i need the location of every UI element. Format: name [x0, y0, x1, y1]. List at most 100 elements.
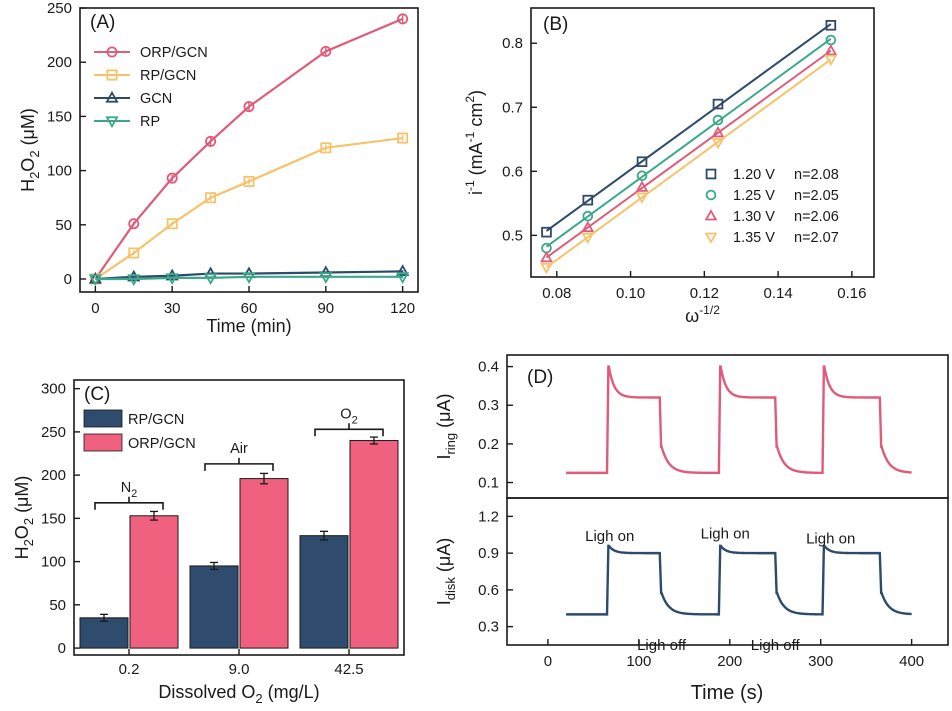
data-point-RP/GCN [243, 175, 255, 187]
panel-b-frame [530, 7, 875, 278]
data-point-1.20 V [636, 156, 648, 168]
legend-marker [705, 168, 717, 180]
data-point-GCN [396, 264, 410, 276]
x-tick-label: 200 [717, 653, 742, 670]
data-point-ORP/GCN [397, 13, 409, 25]
x-tick-label: 0.2 [119, 661, 140, 678]
x-tick-label: 42.5 [334, 661, 363, 678]
x-axis-label: ω-1/2 [685, 303, 720, 326]
data-point-1.35 V [711, 138, 725, 150]
x-axis-label: Time (min) [206, 316, 291, 336]
panel-d-frame-I_ring [506, 354, 949, 499]
legend-label: ORP/GCN [140, 45, 208, 61]
data-point-RP [319, 272, 333, 284]
y-tick-label: 0.3 [478, 619, 499, 636]
legend-label: 1.30 V [733, 209, 775, 225]
panel-label: (A) [90, 12, 115, 33]
data-point-1.25 V [712, 114, 724, 126]
legend-label: 1.35 V [733, 230, 775, 246]
bar-ORP/GCN [239, 478, 289, 649]
y-tick-label: 200 [41, 467, 66, 484]
legend-n-value: n=2.06 [794, 209, 839, 225]
y-tick-label: 0.6 [502, 163, 523, 180]
data-point-RP [88, 274, 102, 287]
y-tick-label: 0.1 [478, 475, 499, 492]
y-axis-label: H2O2 (μM) [18, 108, 42, 192]
significance-bracket [314, 423, 384, 437]
y-tick-label: 50 [49, 597, 66, 614]
x-tick-label: 90 [317, 300, 334, 317]
light-annotation: Ligh off [751, 637, 801, 654]
panel-a-frame [79, 7, 419, 293]
data-point-ORP/GCN [205, 135, 217, 147]
legend-n-value: n=2.05 [794, 188, 839, 204]
panel-b: 0.08 0.10 0.12 0.14 0.16 0.5 0.6 0.7 0.8 ω-1/2 i-1… [463, 7, 875, 326]
data-point-RP [203, 273, 218, 286]
x-tick-label: 120 [390, 300, 415, 317]
x-tick-label: 0 [544, 653, 552, 670]
data-point-1.35 V [540, 262, 553, 275]
bar-RP/GCN [189, 565, 239, 649]
y-axis-label: H2O2 (μM) [12, 476, 36, 560]
legend-label: RP [140, 114, 160, 130]
legend-label: 1.20 V [733, 167, 775, 183]
x-tick-label: 0.12 [690, 285, 719, 302]
data-point-ORP/GCN [243, 101, 255, 113]
y-tick-label: 0.9 [478, 545, 499, 562]
data-point-1.30 V [581, 220, 595, 233]
x-tick-label: 30 [164, 300, 181, 317]
y-tick-label: 1.2 [478, 508, 499, 525]
legend-n-value: n=2.07 [794, 230, 839, 246]
x-tick-label: 100 [626, 653, 651, 670]
light-annotation: Ligh off [637, 637, 687, 654]
legend-n-value: n=2.08 [794, 167, 839, 183]
legend-label: 1.25 V [733, 188, 775, 204]
light-annotation: Ligh on [701, 526, 750, 543]
y-tick-label: 0 [58, 640, 66, 657]
light-annotation: Ligh on [806, 530, 855, 547]
data-point-1.20 V [825, 19, 837, 31]
data-point-RP/GCN [128, 247, 140, 259]
data-point-RP/GCN [320, 142, 332, 154]
legend-swatch [83, 433, 123, 452]
data-point-1.30 V [540, 250, 553, 263]
bar-RP/GCN [299, 535, 349, 649]
panel-a: 0 30 60 90 120 0 50 100 150 200 250 Time (min) H2O2 … [18, 0, 419, 336]
y-tick-label: 250 [47, 0, 72, 17]
legend-label: ORP/GCN [128, 436, 196, 452]
data-point-RP/GCN [397, 132, 409, 144]
data-point-1.35 V [581, 232, 595, 245]
legend-marker [704, 232, 718, 244]
fit-line-1.25 V [545, 38, 832, 248]
bar-ORP/GCN [349, 440, 399, 649]
legend-marker [704, 209, 718, 221]
y-tick-label: 100 [41, 554, 66, 571]
legend-marker [705, 189, 717, 201]
data-point-1.35 V [635, 192, 649, 204]
x-tick-label: 400 [899, 653, 924, 670]
legend-swatch [83, 409, 123, 428]
y-axis-label: Idisk (μA) [434, 538, 458, 606]
data-point-RP/GCN [166, 218, 178, 230]
x-axis-label: Dissolved O2 (mg/L) [158, 682, 319, 706]
x-tick-label: 9.0 [229, 661, 250, 678]
significance-bracket [204, 457, 274, 471]
condition-label: Air [230, 441, 248, 457]
y-tick-label: 50 [55, 217, 72, 234]
data-point-1.35 V [824, 54, 838, 67]
bar-ORP/GCN [129, 515, 179, 649]
x-tick-label: 0.16 [837, 285, 866, 302]
legend-marker [105, 90, 119, 103]
data-point-1.20 V [541, 226, 552, 238]
x-tick-label: 0.10 [616, 285, 645, 302]
legend-label: GCN [140, 91, 172, 107]
panel-label: (B) [543, 14, 568, 35]
data-point-1.30 V [635, 180, 649, 192]
y-tick-label: 300 [41, 381, 66, 398]
y-tick-label: 0.7 [502, 99, 523, 116]
y-tick-label: 250 [41, 424, 66, 441]
y-tick-label: 0.2 [478, 436, 499, 453]
x-tick-label: 0.14 [764, 285, 793, 302]
y-tick-label: 0 [64, 271, 72, 288]
fit-line-1.35 V [545, 58, 832, 269]
